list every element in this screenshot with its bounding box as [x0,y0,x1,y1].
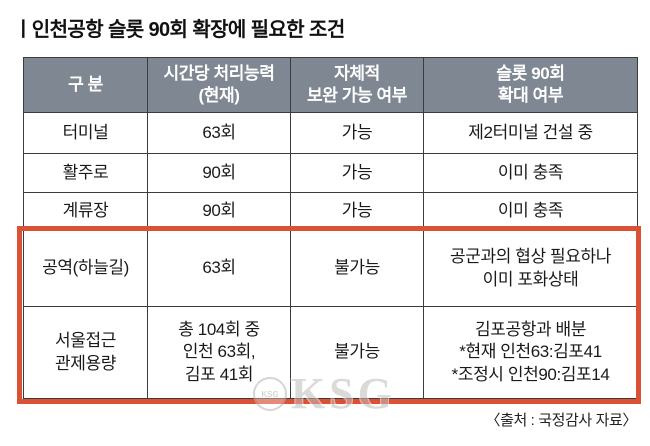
table-row-apron: 계류장 90회 가능 이미 충족 [23,192,638,231]
cell-category: 활주로 [23,153,148,193]
table-row-terminal: 터미널 63회 가능 제2터미널 건설 중 [23,112,638,154]
table-row-runway: 활주로 90회 가능 이미 충족 [23,153,638,193]
cell-expandable: 제2터미널 건설 중 [423,112,638,154]
header-self-improvable: 자체적 보완 가능 여부 [290,57,424,113]
cell-category: 공역(하늘길) [23,230,148,307]
cell-capacity: 90회 [147,192,291,231]
cell-expandable: 김포공항과 배분 *현재 인천63:김포41 *조정시 인천90:김포14 [423,306,638,399]
slot-expansion-table: 구 분 시간당 처리능력 (현재) 자체적 보완 가능 여부 슬롯 90회 확대… [23,57,638,399]
source-caption: 〈출처 : 국정감사 자료〉 [485,412,638,429]
cell-category: 터미널 [23,112,148,154]
header-category: 구 분 [23,57,148,113]
cell-capacity: 63회 [147,112,291,154]
cell-capacity: 63회 [147,230,291,307]
cell-capacity: 총 104회 중 인천 63회, 김포 41회 [147,306,291,399]
cell-improvable: 불가능 [290,306,424,399]
cell-category: 서울접근 관제용량 [23,306,148,399]
table-row-seoul-control: 서울접근 관제용량 총 104회 중 인천 63회, 김포 41회 불가능 김포… [23,306,638,399]
cell-expandable: 공군과의 협상 필요하나 이미 포화상태 [423,230,638,307]
page-title: ㅣ인천공항 슬롯 90회 확장에 필요한 조건 [14,19,345,41]
cell-improvable: 가능 [290,192,424,231]
cell-capacity: 90회 [147,153,291,193]
cell-expandable: 이미 충족 [423,192,638,231]
header-slot90-expandable: 슬롯 90회 확대 여부 [423,57,638,113]
cell-expandable: 이미 충족 [423,153,638,193]
header-hourly-capacity: 시간당 처리능력 (현재) [147,57,291,113]
cell-improvable: 불가능 [290,230,424,307]
cell-category: 계류장 [23,192,148,231]
table-row-airspace: 공역(하늘길) 63회 불가능 공군과의 협상 필요하나 이미 포화상태 [23,230,638,307]
cell-improvable: 가능 [290,112,424,154]
cell-improvable: 가능 [290,153,424,193]
header-row: 구 분 시간당 처리능력 (현재) 자체적 보완 가능 여부 슬롯 90회 확대… [23,57,638,113]
